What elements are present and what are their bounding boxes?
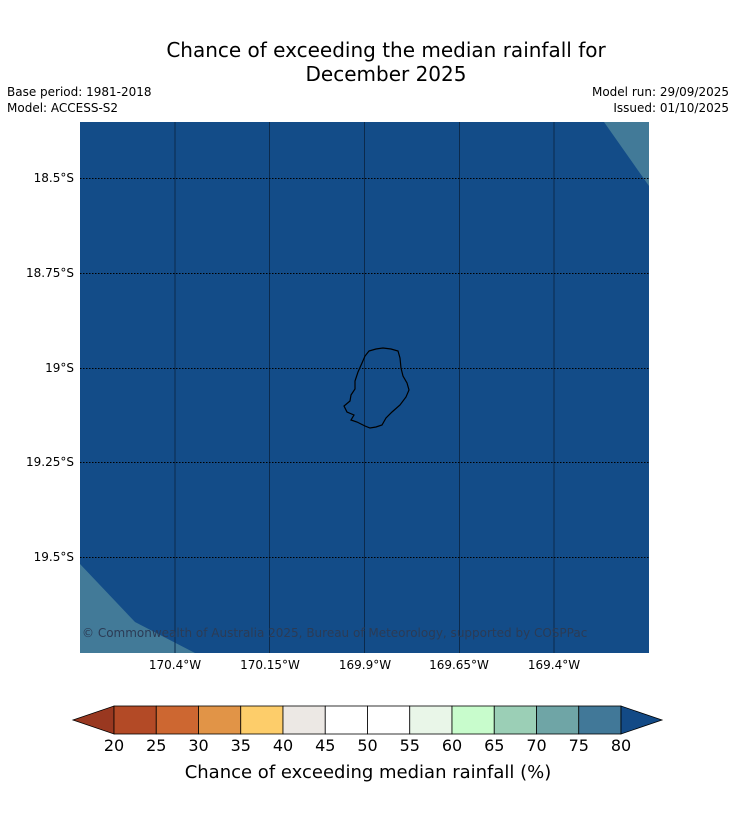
colorbar-tick-label: 50 [357, 736, 378, 755]
colorbar-tick-label: 60 [441, 736, 463, 755]
lat-label-2: 18.75°S [26, 266, 74, 280]
colorbar-extend-high [620, 705, 664, 735]
colorbar-tick-label: 30 [188, 736, 209, 755]
colorbar-segment [536, 705, 580, 735]
map-title: Chance of exceeding the median rainfall … [0, 38, 736, 86]
colorbar-extend-low [71, 705, 115, 735]
meta-left: Base period: 1981-2018 Model: ACCESS-S2 [7, 84, 152, 116]
colorbar-tick-label: 55 [399, 736, 420, 755]
colorbar-tick-label: 20 [103, 736, 125, 755]
colorbar-tick-label: 40 [272, 736, 294, 755]
colorbar-title: Chance of exceeding median rainfall (%) [184, 762, 552, 783]
colorbar-tick-label: 70 [526, 736, 547, 755]
colorbar-segment [113, 705, 157, 735]
colorbar-tick-label: 45 [315, 736, 336, 755]
lat-label-1: 18.5°S [33, 171, 74, 185]
colorbar-segment [324, 705, 368, 735]
lon-label-3: 169.9°W [338, 658, 392, 672]
model-run: Model run: 29/09/2025 [591, 85, 729, 99]
probability-contour-bottom-left [80, 564, 195, 653]
colorbar-segment [240, 705, 284, 735]
colorbar-tick-label: 75 [568, 736, 589, 755]
lat-label-5: 19.5°S [33, 550, 74, 564]
issued-date: Issued: 01/10/2025 [613, 101, 729, 115]
niue-island-outline [343, 347, 410, 429]
colorbar-segment [409, 705, 453, 735]
lat-label-4: 19.25°S [26, 455, 74, 469]
colorbar-tick-label: 80 [610, 736, 632, 755]
lon-label-2: 170.15°W [240, 658, 300, 672]
colorbar-segment [198, 705, 242, 735]
colorbar-tick-label: 65 [484, 736, 505, 755]
map-canvas [80, 122, 649, 653]
lon-label-5: 169.4°W [527, 658, 581, 672]
colorbar [71, 705, 664, 735]
lon-label-4: 169.65°W [429, 658, 489, 672]
model-name: Model: ACCESS-S2 [7, 101, 119, 115]
map-panel [80, 122, 649, 653]
probability-contour-top-right [604, 122, 649, 186]
copyright-notice: © Commonwealth of Australia 2025, Bureau… [82, 626, 588, 640]
colorbar-segment [451, 705, 495, 735]
lon-label-1: 170.4°W [148, 658, 202, 672]
colorbar-tick-label: 35 [230, 736, 251, 755]
colorbar-tick-label: 25 [146, 736, 167, 755]
base-period: Base period: 1981-2018 [7, 85, 152, 99]
colorbar-segment [155, 705, 199, 735]
colorbar-segment [578, 705, 622, 735]
colorbar-segment [367, 705, 411, 735]
colorbar-segment [493, 705, 537, 735]
meta-right: Model run: 29/09/2025 Issued: 01/10/2025 [592, 84, 729, 116]
title-line-1: Chance of exceeding the median rainfall … [166, 38, 606, 62]
lat-label-3: 19°S [45, 361, 74, 375]
colorbar-segment [282, 705, 326, 735]
title-line-2: December 2025 [305, 62, 467, 86]
